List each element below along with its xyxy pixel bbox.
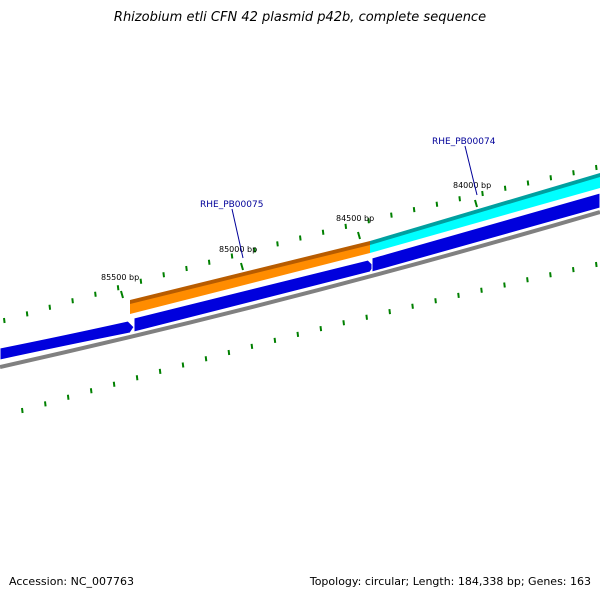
- ring-tick: [162, 272, 165, 278]
- backbone-line: [0, 210, 600, 369]
- ring-tick: [434, 298, 437, 304]
- ring-tick: [250, 343, 254, 350]
- ring-tick: [481, 190, 484, 197]
- ring-tick: [299, 235, 302, 241]
- gene-label-rhe-pb00075[interactable]: RHE_PB00075: [200, 200, 263, 210]
- sequence-summary: Topology: circular; Length: 184,338 bp; …: [309, 575, 591, 588]
- ring-tick: [342, 320, 345, 326]
- ring-tick: [3, 317, 6, 324]
- ring-tick: [411, 303, 414, 309]
- ring-tick: [112, 381, 116, 387]
- ring-tick: [116, 285, 120, 291]
- ring-tick: [89, 388, 93, 394]
- ring-tick: [207, 259, 211, 265]
- ring-tick: [273, 337, 277, 344]
- tick-85000: 85000 bp: [219, 245, 257, 271]
- ring-tick: [253, 247, 257, 253]
- ring-tick: [25, 311, 29, 317]
- ring-tick: [572, 170, 575, 176]
- gene-rhe-pb00074-edge: [370, 173, 600, 245]
- gene-rhe-pb00075-band[interactable]: [130, 243, 370, 314]
- ring-tick: [549, 272, 552, 278]
- tick-label-85000: 85000 bp: [219, 245, 257, 254]
- callout-rhe-pb00075[interactable]: RHE_PB00075: [200, 200, 263, 259]
- ring-tick: [276, 241, 279, 247]
- map-title: Rhizobium etli CFN 42 plasmid p42b, comp…: [113, 10, 487, 25]
- tick-85500: 85500 bp: [101, 273, 139, 299]
- ring-tick: [44, 401, 47, 407]
- tick-label-84500: 84500 bp: [336, 214, 374, 223]
- ring-tick: [388, 308, 391, 315]
- ring-tick: [595, 261, 598, 268]
- tick-84500: 84500 bp: [336, 214, 374, 240]
- ring-tick: [367, 218, 370, 224]
- ring-tick: [185, 265, 188, 272]
- ring-tick: [549, 175, 553, 181]
- ring-tick: [66, 394, 70, 400]
- ring-tick: [457, 292, 460, 299]
- gene-label-rhe-pb00074[interactable]: RHE_PB00074: [432, 137, 496, 147]
- ring-tick: [94, 291, 97, 297]
- callout-rhe-pb00074[interactable]: RHE_PB00074: [432, 137, 496, 196]
- gene-rhe-pb00074-band[interactable]: [370, 175, 600, 253]
- ring-tick: [480, 287, 483, 293]
- ring-tick: [458, 196, 461, 202]
- ring-tick: [595, 164, 598, 171]
- ring-tick: [21, 407, 24, 414]
- ring-tick: [139, 278, 143, 284]
- ring-tick: [227, 349, 231, 356]
- ring-tick: [526, 180, 530, 186]
- ring-tick: [204, 356, 208, 362]
- tick-label-84000: 84000 bp: [453, 181, 491, 190]
- ring-tick: [71, 298, 74, 304]
- ring-tick: [344, 223, 348, 230]
- ring-tick: [503, 185, 507, 191]
- inner-tick-ring: [21, 261, 598, 414]
- ring-tick: [319, 325, 323, 332]
- ring-tick: [158, 368, 162, 375]
- ring-tick: [390, 212, 393, 218]
- tick-84000: 84000 bp: [453, 181, 491, 208]
- cds-arrow-left[interactable]: [0, 320, 135, 361]
- tick-label-85500: 85500 bp: [101, 273, 139, 282]
- ring-tick: [230, 253, 234, 259]
- ring-tick: [572, 266, 575, 273]
- ring-tick: [526, 277, 529, 283]
- cds-arrow-right[interactable]: [371, 192, 600, 273]
- ring-tick: [503, 282, 506, 288]
- ring-tick: [365, 314, 368, 320]
- ring-tick: [135, 375, 139, 381]
- accession-text: Accession: NC_007763: [9, 575, 135, 588]
- gene-rhe-pb00075-edge: [130, 241, 370, 304]
- ring-tick: [181, 362, 185, 368]
- outer-tick-ring: [3, 164, 598, 324]
- ring-tick: [412, 206, 416, 213]
- ring-tick: [321, 229, 325, 235]
- ring-tick: [435, 201, 439, 207]
- ring-tick: [296, 331, 300, 338]
- ring-tick: [48, 304, 52, 310]
